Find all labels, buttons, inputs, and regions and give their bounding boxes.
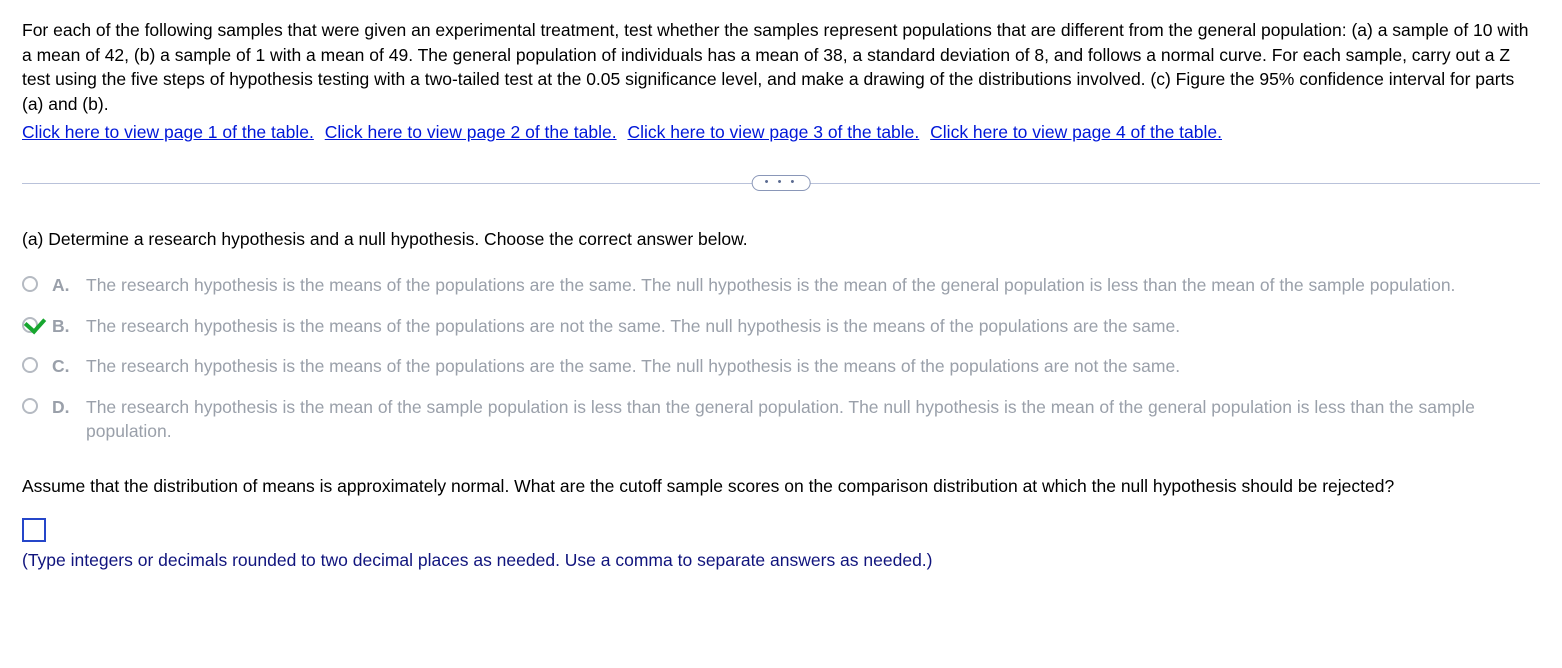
radio-a[interactable] <box>22 276 38 292</box>
table-links-row: Click here to view page 1 of the table. … <box>22 120 1540 145</box>
choice-row-d: D. The research hypothesis is the mean o… <box>22 395 1540 444</box>
table-link-page-4[interactable]: Click here to view page 4 of the table. <box>930 122 1222 142</box>
radio-b[interactable] <box>22 317 38 333</box>
choice-row-b: B. The research hypothesis is the means … <box>22 314 1540 339</box>
choice-row-a: A. The research hypothesis is the means … <box>22 273 1540 298</box>
radio-c[interactable] <box>22 357 38 373</box>
cutoff-prompt: Assume that the distribution of means is… <box>22 474 1540 499</box>
expand-pill[interactable]: • • • <box>752 175 811 191</box>
choice-text: The research hypothesis is the mean of t… <box>86 395 1540 444</box>
choice-text: The research hypothesis is the means of … <box>86 314 1540 339</box>
choice-letter: C. <box>52 354 72 379</box>
table-link-page-2[interactable]: Click here to view page 2 of the table. <box>325 122 617 142</box>
choice-text: The research hypothesis is the means of … <box>86 354 1540 379</box>
table-link-page-1[interactable]: Click here to view page 1 of the table. <box>22 122 314 142</box>
radio-d[interactable] <box>22 398 38 414</box>
question-stem: For each of the following samples that w… <box>22 18 1540 116</box>
choice-text: The research hypothesis is the means of … <box>86 273 1540 298</box>
choice-letter: A. <box>52 273 72 298</box>
section-divider: • • • <box>22 173 1540 193</box>
cutoff-answer-input[interactable] <box>22 518 46 542</box>
choice-row-c: C. The research hypothesis is the means … <box>22 354 1540 379</box>
answer-hint: (Type integers or decimals rounded to tw… <box>22 548 1540 573</box>
table-link-page-3[interactable]: Click here to view page 3 of the table. <box>627 122 919 142</box>
choice-letter: D. <box>52 395 72 420</box>
choice-letter: B. <box>52 314 72 339</box>
part-a-prompt: (a) Determine a research hypothesis and … <box>22 227 1540 252</box>
